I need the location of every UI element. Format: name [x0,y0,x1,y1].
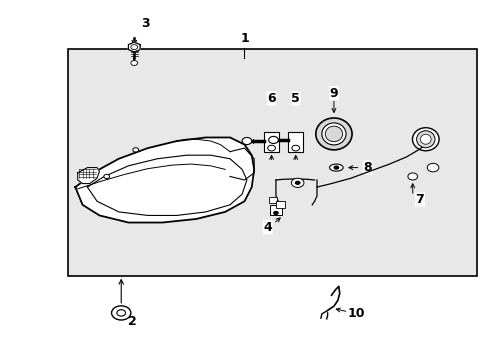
Text: 2: 2 [128,315,137,328]
Text: 3: 3 [141,17,149,30]
Circle shape [111,306,131,320]
Bar [287,132,303,152]
Text: 7: 7 [415,193,424,206]
Polygon shape [75,138,254,222]
Ellipse shape [329,164,343,171]
Text: 6: 6 [267,92,275,105]
Bar [68,49,476,276]
Circle shape [117,310,125,316]
Text: 10: 10 [347,307,365,320]
Ellipse shape [325,126,342,142]
Polygon shape [128,42,140,52]
Ellipse shape [412,128,438,151]
Ellipse shape [321,123,346,145]
Text: 4: 4 [263,221,271,234]
Bar [264,132,279,152]
Text: 8: 8 [363,161,371,174]
Circle shape [333,166,339,170]
Bar [268,197,277,203]
Circle shape [133,148,138,152]
Ellipse shape [416,131,434,148]
Circle shape [427,163,438,172]
Circle shape [407,173,417,180]
Text: 5: 5 [291,92,300,105]
Circle shape [131,60,138,66]
Ellipse shape [315,118,351,150]
Circle shape [103,174,109,179]
Circle shape [291,178,304,188]
Circle shape [272,211,278,215]
Bar [269,205,281,215]
Circle shape [242,138,251,145]
Circle shape [268,136,278,144]
Ellipse shape [420,134,430,144]
Bar [275,201,284,208]
Circle shape [294,181,300,185]
Text: 1: 1 [240,32,248,45]
Polygon shape [78,168,99,184]
Text: 9: 9 [329,87,338,100]
